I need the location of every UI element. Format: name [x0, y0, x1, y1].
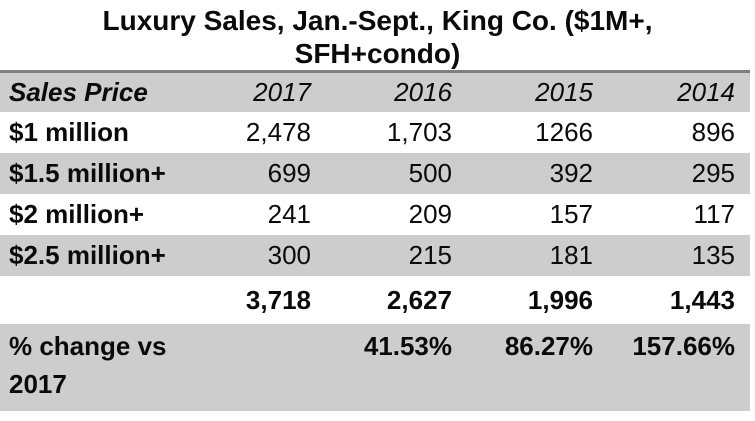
luxury-sales-table: Sales Price 2017 2016 2015 2014 $1 milli… — [0, 70, 750, 411]
page-title: Luxury Sales, Jan.-Sept., King Co. ($1M+… — [102, 5, 653, 69]
cell-value: 699 — [267, 158, 311, 188]
cell-value: 241 — [267, 199, 311, 229]
column-header-2017: 2017 — [253, 77, 311, 107]
totals-row: 3,718 2,627 1,996 1,443 — [0, 276, 750, 324]
cell-value: 392 — [549, 158, 593, 188]
table-row-1-5m: $1.5 million+ 699 500 392 295 — [0, 153, 750, 194]
column-header-sales-price: Sales Price — [9, 77, 148, 107]
total-value: 3,718 — [245, 284, 311, 315]
cell-value: 135 — [691, 240, 735, 270]
row-label: $1.5 million+ — [9, 158, 166, 188]
pct-change-row: % change vs 2017 41.53% 86.27% 157.66% — [0, 324, 750, 411]
cell-value: 500 — [408, 158, 452, 188]
pct-change-value: 157.66% — [632, 331, 735, 361]
table-row-2-5m: $2.5 million+ 300 215 181 135 — [0, 235, 750, 276]
total-value: 2,627 — [386, 284, 452, 315]
column-header-2015: 2015 — [535, 77, 593, 107]
table-row-2m: $2 million+ 241 209 157 117 — [0, 194, 750, 235]
pct-change-value — [185, 324, 326, 411]
cell-value: 300 — [267, 240, 311, 270]
pct-change-label: % change vs 2017 — [9, 331, 167, 399]
total-value: 1,443 — [669, 284, 735, 315]
pct-change-value: 86.27% — [504, 331, 593, 361]
cell-value: 896 — [691, 117, 735, 147]
row-label: $1 million — [9, 117, 129, 147]
cell-value: 1,703 — [386, 117, 452, 147]
cell-value: 2,478 — [245, 117, 311, 147]
totals-label — [0, 276, 185, 324]
table-header-row: Sales Price 2017 2016 2015 2014 — [0, 71, 750, 112]
pct-change-value: 41.53% — [363, 331, 452, 361]
cell-value: 215 — [408, 240, 452, 270]
column-header-2014: 2014 — [677, 77, 735, 107]
cell-value: 209 — [408, 199, 452, 229]
row-label: $2 million+ — [9, 199, 145, 229]
column-header-2016: 2016 — [394, 77, 452, 107]
cell-value: 1266 — [535, 117, 593, 147]
cell-value: 181 — [549, 240, 593, 270]
cell-value: 295 — [691, 158, 735, 188]
row-label: $2.5 million+ — [9, 240, 166, 270]
table-row-1m: $1 million 2,478 1,703 1266 896 — [0, 112, 750, 153]
cell-value: 117 — [693, 199, 735, 229]
total-value: 1,996 — [527, 284, 593, 315]
cell-value: 157 — [549, 199, 593, 229]
